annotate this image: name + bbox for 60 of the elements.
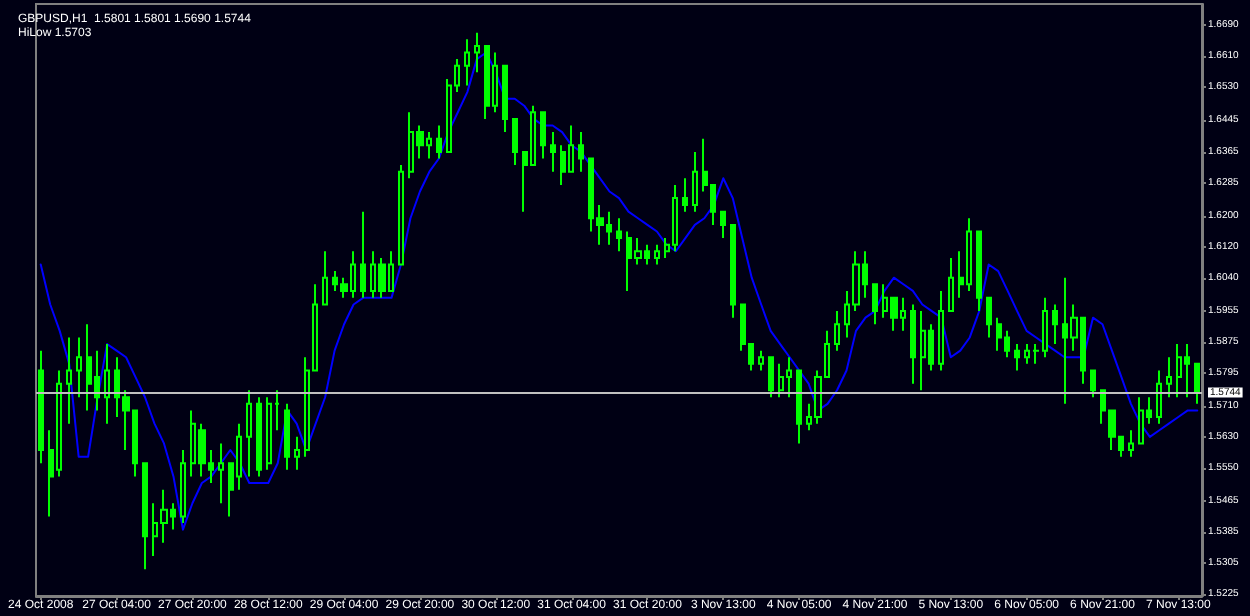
candlestick: [76, 336, 82, 399]
candlestick: [180, 449, 186, 525]
candlestick: [464, 38, 470, 87]
candlestick: [768, 356, 774, 399]
candlestick: [834, 310, 840, 352]
line-series: [39, 51, 1199, 531]
candlestick: [654, 243, 660, 266]
candlestick: [266, 396, 272, 471]
candlestick: [294, 435, 300, 471]
candlestick: [474, 31, 480, 74]
candlestick: [550, 131, 556, 173]
candlestick: [948, 256, 954, 313]
candlestick: [86, 323, 92, 412]
candlestick: [778, 362, 784, 399]
candlestick: [284, 402, 290, 471]
candlestick: [920, 310, 926, 392]
candlestick: [938, 289, 944, 372]
candlestick: [578, 131, 584, 173]
candlestick: [796, 369, 802, 445]
candlestick: [540, 111, 546, 160]
candlestick: [1194, 362, 1200, 405]
candlestick: [1128, 429, 1134, 458]
candlestick: [758, 349, 764, 372]
candlestick: [1052, 303, 1058, 346]
candlestick: [1176, 343, 1182, 399]
candlestick: [398, 164, 404, 266]
candlestick: [910, 303, 916, 385]
candlestick: [360, 210, 366, 299]
candlestick: [436, 124, 442, 160]
candlestick: [682, 177, 688, 213]
candlestick: [786, 356, 792, 399]
candlestick: [730, 223, 736, 319]
candlestick: [872, 283, 878, 326]
candlestick: [492, 51, 498, 114]
candlestick: [256, 396, 262, 478]
candlestick: [484, 44, 490, 120]
candlestick: [1184, 343, 1190, 399]
candlestick: [38, 349, 44, 465]
candlestick: [512, 117, 518, 167]
candlestick: [1138, 396, 1144, 445]
candlestick: [672, 183, 678, 253]
candlestick: [502, 64, 508, 134]
candlestick: [996, 316, 1002, 352]
candlestick: [1166, 356, 1172, 399]
candlestick: [218, 442, 224, 505]
candlestick: [692, 150, 698, 213]
candlestick: [966, 217, 972, 292]
candlestick: [616, 217, 622, 253]
candlestick: [986, 296, 992, 339]
candlestick: [66, 336, 72, 425]
candlestick: [104, 343, 110, 425]
candlestick: [322, 250, 328, 306]
candlestick: [1014, 343, 1020, 372]
candlestick: [976, 230, 982, 313]
candlestick: [1156, 369, 1162, 425]
candlestick: [1090, 369, 1096, 399]
candlestick: [246, 389, 252, 478]
candlestick: [720, 210, 726, 240]
candlestick: [142, 462, 148, 571]
candlestick: [378, 256, 386, 299]
